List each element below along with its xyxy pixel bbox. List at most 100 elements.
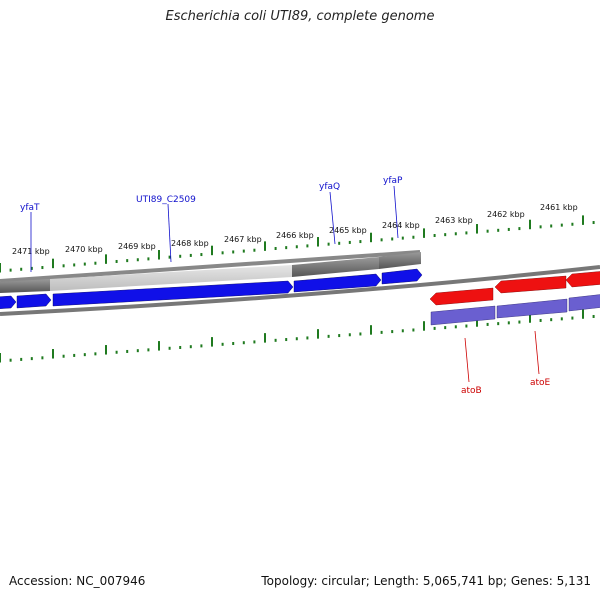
cds-arrow[interactable] <box>429 287 494 306</box>
minor-tick <box>359 332 362 336</box>
accession-text: Accession: NC_007946 <box>9 574 146 588</box>
upper-tick-track <box>0 215 595 273</box>
cds-arrow[interactable] <box>494 275 567 294</box>
major-tick <box>423 228 425 238</box>
gene-label-yfaQ[interactable]: yfaQ <box>319 182 340 192</box>
gene-block[interactable] <box>430 305 496 326</box>
minor-tick <box>465 324 468 328</box>
forward-gene-labels: yfaT UTI89_C2509 yfaQ yfaP <box>20 176 403 272</box>
minor-tick <box>295 245 298 249</box>
minor-tick <box>306 336 309 340</box>
minor-tick <box>200 344 203 348</box>
minor-tick <box>486 229 489 233</box>
minor-tick <box>401 236 404 240</box>
reverse-cds-track <box>429 271 600 306</box>
kbp-label: 2463 kbp <box>435 216 473 225</box>
minor-tick <box>433 326 436 330</box>
minor-tick <box>168 255 171 259</box>
minor-tick <box>221 342 224 346</box>
major-tick <box>264 333 266 343</box>
minor-tick <box>295 337 298 341</box>
minor-tick <box>83 353 86 357</box>
minor-tick <box>285 338 288 342</box>
minor-tick <box>539 318 542 322</box>
minor-tick <box>560 223 563 227</box>
reverse-gene-blocks <box>430 294 600 326</box>
minor-tick <box>126 349 129 353</box>
minor-tick <box>454 232 457 236</box>
kbp-label: 2470 kbp <box>65 245 103 254</box>
kbp-label: 2465 kbp <box>329 226 367 235</box>
minor-tick <box>126 259 129 263</box>
major-tick <box>158 341 160 351</box>
minor-tick <box>62 264 65 268</box>
minor-tick <box>73 263 76 267</box>
minor-tick <box>560 317 563 321</box>
minor-tick <box>232 250 235 254</box>
minor-tick <box>9 268 12 272</box>
minor-tick <box>147 257 150 261</box>
major-tick <box>52 349 54 359</box>
minor-tick <box>179 345 182 349</box>
genome-ring <box>0 265 600 316</box>
major-tick <box>476 224 478 234</box>
minor-tick <box>444 233 447 237</box>
major-tick <box>529 219 531 230</box>
minor-tick <box>189 345 192 349</box>
gene-block[interactable] <box>496 298 568 319</box>
cds-arrow[interactable] <box>565 271 600 288</box>
cds-arrow[interactable] <box>0 295 17 309</box>
minor-tick <box>221 251 224 255</box>
gene-label-yfaT[interactable]: yfaT <box>20 203 40 213</box>
gene-label-uti89-c2509[interactable]: UTI89_C2509 <box>136 195 196 205</box>
gene-label-yfaP[interactable]: yfaP <box>383 176 403 186</box>
minor-tick <box>380 238 383 242</box>
minor-tick <box>444 326 447 330</box>
kbp-label: 2468 kbp <box>171 239 209 248</box>
minor-tick <box>359 240 362 244</box>
minor-tick <box>253 248 256 252</box>
cds-arrow[interactable] <box>52 280 294 307</box>
minor-tick <box>327 242 330 246</box>
major-tick <box>105 254 107 264</box>
minor-tick <box>380 330 383 334</box>
major-tick <box>0 353 1 363</box>
minor-tick <box>136 349 139 353</box>
major-tick <box>317 237 319 247</box>
major-tick <box>370 232 372 243</box>
major-tick <box>476 317 478 327</box>
major-tick <box>582 309 584 319</box>
reverse-gene-labels: atoB atoE <box>461 330 551 396</box>
minor-tick <box>147 348 150 352</box>
kbp-label: 2466 kbp <box>276 231 314 240</box>
kbp-label: 2461 kbp <box>540 203 578 212</box>
gene-backbone <box>0 250 421 293</box>
minor-tick <box>465 231 468 235</box>
minor-tick <box>338 241 341 245</box>
major-tick <box>370 325 372 335</box>
topology-text: Topology: circular; Length: 5,065,741 bp… <box>261 574 591 588</box>
gene-block[interactable] <box>568 294 600 312</box>
minor-tick <box>550 318 553 322</box>
minor-tick <box>571 316 574 320</box>
minor-tick <box>20 357 23 361</box>
minor-tick <box>30 266 33 270</box>
gene-label-atoE[interactable]: atoE <box>530 378 551 388</box>
minor-tick <box>285 246 288 250</box>
minor-tick <box>242 249 245 253</box>
minor-tick <box>41 356 44 360</box>
minor-tick <box>20 267 23 271</box>
cds-arrow[interactable] <box>16 293 52 309</box>
kbp-label: 2469 kbp <box>118 242 156 251</box>
kbp-label: 2464 kbp <box>382 221 420 230</box>
minor-tick <box>168 346 171 350</box>
lower-tick-track <box>0 309 595 363</box>
cds-arrow[interactable] <box>293 273 382 293</box>
cds-arrow[interactable] <box>381 268 423 285</box>
minor-tick <box>518 227 521 231</box>
major-tick <box>317 329 319 339</box>
gene-label-atoB[interactable]: atoB <box>461 386 482 396</box>
major-tick <box>0 263 1 273</box>
